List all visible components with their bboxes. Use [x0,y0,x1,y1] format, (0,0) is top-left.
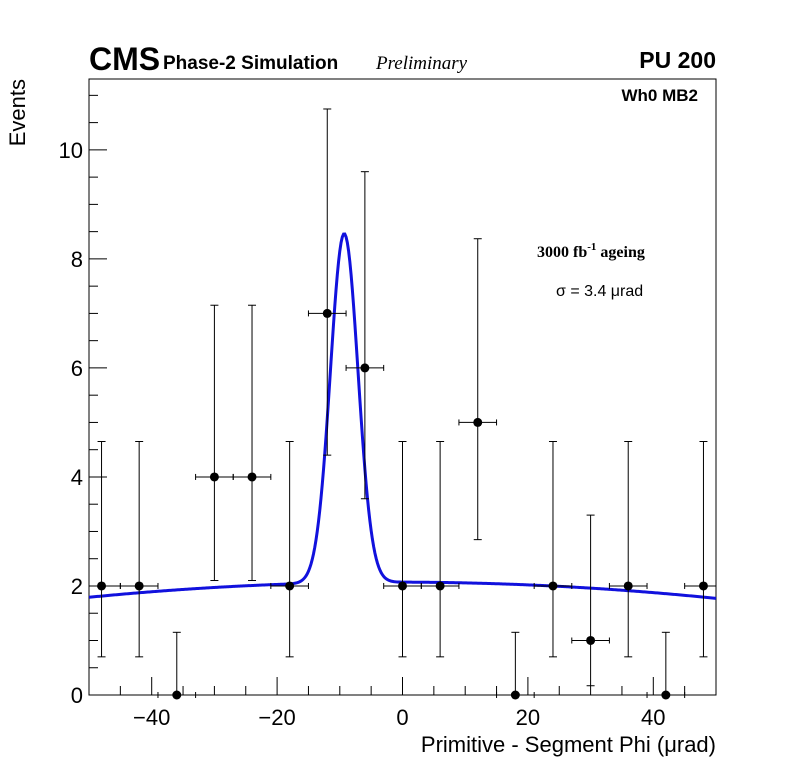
simulation-label: Phase-2 Simulation [163,53,338,74]
data-marker [586,635,596,645]
tick-labels: −40 −20 0 20 40 0 2 4 6 8 10 [59,138,666,730]
y-tick-label: 6 [71,356,83,381]
data-point [684,441,717,658]
x-tick-label: 0 [396,705,408,730]
data-point [88,441,121,658]
data-point [608,441,648,658]
cms-label: CMS [89,41,160,77]
data-marker [473,417,483,427]
data-marker [548,581,558,591]
data-marker [172,690,182,700]
data-marker [285,581,295,591]
data-point [496,631,535,700]
axis-ticks [88,94,717,696]
data-marker [623,581,633,591]
y-tick-label: 4 [71,465,83,490]
data-marker [698,581,708,591]
data-marker [134,581,144,591]
data-marker [435,581,445,591]
data-marker [209,472,219,482]
x-tick-label: 20 [516,705,540,730]
y-tick-label: 0 [71,683,83,708]
data-point [420,441,460,658]
data-point [458,238,498,541]
data-point [119,441,159,658]
data-point [533,441,573,658]
data-point [195,304,234,582]
lumi-label: 3000 fb-1 ageing [537,241,645,261]
y-tick-label: 8 [71,247,83,272]
chamber-label: Wh0 MB2 [622,86,699,105]
data-marker [398,581,407,591]
data-point [383,441,422,658]
x-axis-title: Primitive - Segment Phi (μrad) [421,732,716,757]
data-point [307,108,347,456]
data-marker [510,690,520,700]
y-axis-title: Events [5,79,30,146]
data-marker [661,690,671,700]
data-marker [322,308,332,318]
x-tick-label: −40 [133,705,170,730]
data-point [345,171,385,500]
data-point [270,441,309,658]
data-marker [97,581,107,591]
data-point [571,514,610,687]
data-point [232,304,272,582]
data-marker [247,472,257,482]
y-tick-label: 2 [71,574,83,599]
data-point [646,631,686,700]
data-marker [360,363,370,373]
x-tick-label: −20 [258,705,295,730]
x-tick-label: 40 [641,705,665,730]
pileup-label: PU 200 [639,47,716,73]
data-point [157,631,197,700]
y-tick-label: 10 [59,138,83,163]
sigma-label: σ = 3.4 μrad [556,283,643,300]
preliminary-label: Preliminary [375,53,468,74]
data-points [88,108,717,700]
